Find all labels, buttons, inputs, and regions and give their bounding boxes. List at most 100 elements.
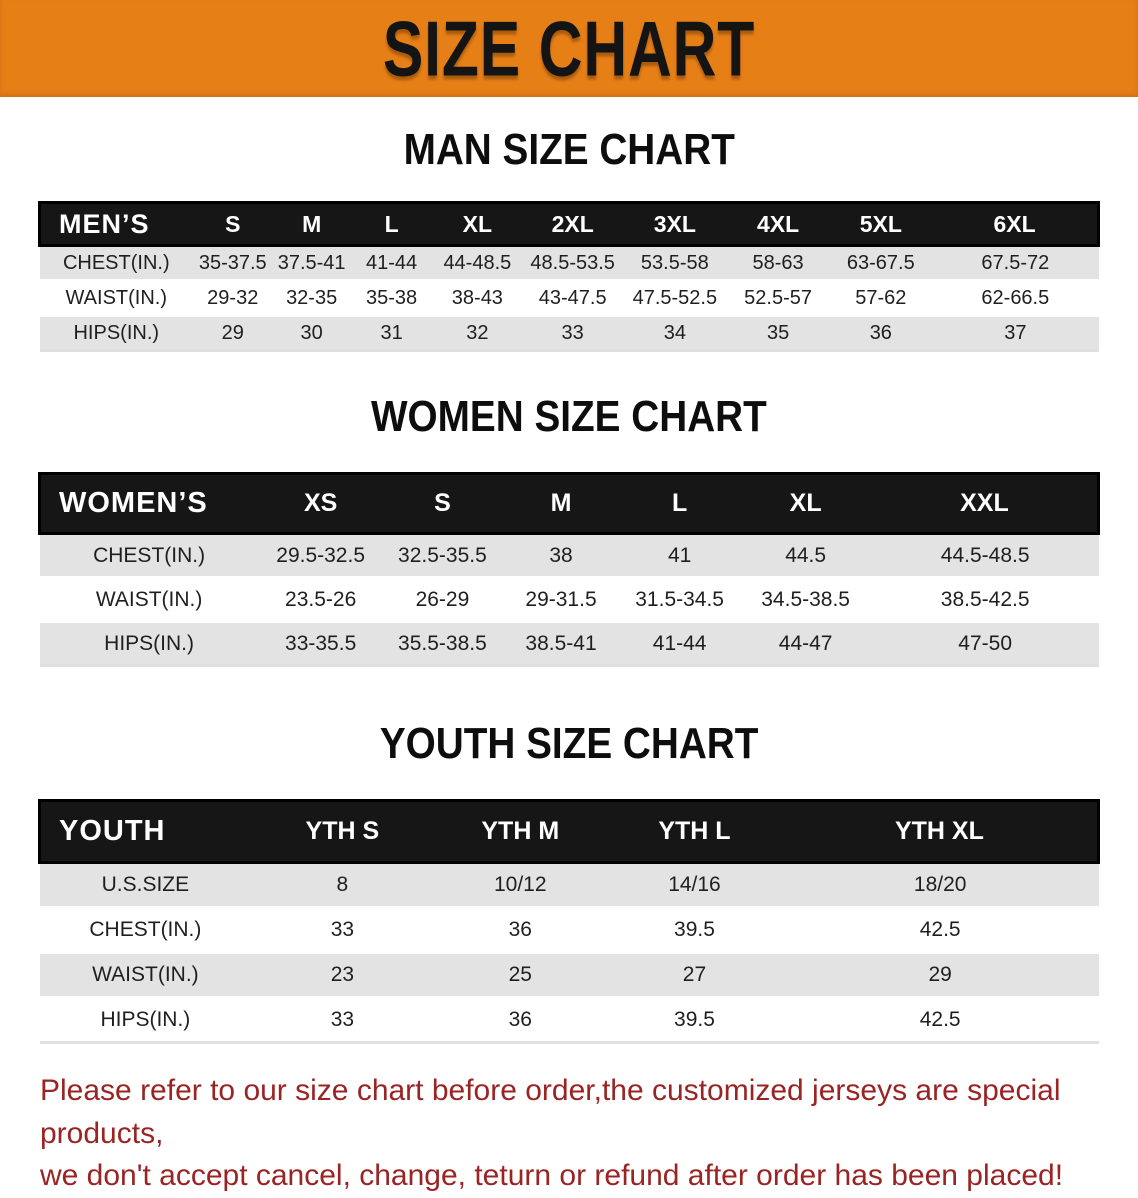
table-cell: 30 bbox=[272, 314, 351, 352]
men-size-table: MEN’S S M L XL 2XL 3XL 4XL 5XL 6XL CHEST(IN.) 35-3… bbox=[38, 201, 1101, 352]
table-row: U.S.SIZE 8 10/12 14/16 18/20 bbox=[39, 861, 1099, 908]
table-cell: 32-35 bbox=[272, 279, 351, 316]
table-cell: 31 bbox=[350, 314, 433, 352]
table-cell: 38 bbox=[502, 532, 620, 578]
table-cell: 35-37.5 bbox=[193, 244, 273, 281]
youth-section-heading: YOUTH SIZE CHART bbox=[0, 719, 1138, 769]
column-header: 2XL bbox=[522, 201, 623, 247]
table-cell: 47.5-52.5 bbox=[622, 279, 727, 316]
table-cell: 44-47 bbox=[739, 620, 872, 667]
men-table-header: MEN’S S M L XL 2XL 3XL 4XL 5XL 6XL bbox=[38, 201, 1101, 247]
women-table-body: CHEST(IN.) 29.5-32.5 32.5-35.5 38 41 44.5 44.5… bbox=[39, 532, 1099, 667]
table-cell: 33-35.5 bbox=[258, 620, 383, 667]
column-header: YTH S bbox=[251, 799, 434, 864]
table-cell: 44.5-48.5 bbox=[871, 532, 1099, 578]
women-table-header: WOMEN’S XS S M L XL XXL bbox=[37, 472, 1100, 535]
row-label: U.S.SIZE bbox=[39, 861, 252, 908]
table-cell: 35-38 bbox=[350, 279, 433, 316]
row-label: WAIST(IN.) bbox=[39, 279, 194, 316]
column-header: YTH XL bbox=[781, 799, 1100, 864]
row-label: CHEST(IN.) bbox=[39, 244, 194, 281]
women-size-table: WOMEN’S XS S M L XL XXL CHEST(IN.) 29.5-32.5 32.… bbox=[37, 472, 1100, 667]
youth-table-header: YOUTH YTH S YTH M YTH L YTH XL bbox=[38, 799, 1100, 864]
table-cell: 42.5 bbox=[781, 906, 1099, 953]
table-cell: 29 bbox=[193, 314, 273, 352]
disclaimer-line-2: we don't accept cancel, change, teturn o… bbox=[40, 1159, 1064, 1193]
table-cell: 32 bbox=[432, 314, 523, 352]
table-corner-label: WOMEN’S bbox=[37, 472, 259, 535]
table-cell: 35.5-38.5 bbox=[382, 620, 503, 667]
table-cell: 29-31.5 bbox=[502, 576, 620, 622]
row-label: WAIST(IN.) bbox=[39, 576, 259, 622]
table-cell: 37.5-41 bbox=[272, 244, 351, 281]
table-cell: 23.5-26 bbox=[258, 576, 383, 622]
title-banner: SIZE CHART bbox=[0, 0, 1138, 97]
column-header: XXL bbox=[871, 472, 1100, 535]
table-cell: 37 bbox=[932, 314, 1099, 352]
table-cell: 38-43 bbox=[432, 279, 523, 316]
row-label: HIPS(IN.) bbox=[39, 620, 259, 667]
table-cell: 8 bbox=[251, 861, 434, 908]
table-cell: 34.5-38.5 bbox=[739, 576, 872, 622]
table-cell: 14/16 bbox=[607, 861, 782, 908]
table-cell: 23 bbox=[251, 951, 434, 998]
table-cell: 27 bbox=[607, 951, 782, 998]
table-cell: 67.5-72 bbox=[932, 244, 1099, 281]
column-header: YTH L bbox=[607, 799, 782, 864]
disclaimer-line-1: Please refer to our size chart before or… bbox=[40, 1074, 1061, 1150]
table-cell: 26-29 bbox=[382, 576, 503, 622]
column-header: M bbox=[502, 472, 620, 535]
women-section-heading-text: WOMEN SIZE CHART bbox=[371, 392, 767, 441]
table-cell: 36 bbox=[433, 906, 608, 953]
table-cell: 53.5-58 bbox=[622, 244, 727, 281]
page-title: SIZE CHART bbox=[382, 4, 756, 93]
table-cell: 42.5 bbox=[781, 996, 1099, 1044]
men-section-heading: MAN SIZE CHART bbox=[0, 125, 1138, 175]
men-table-wrap: MEN’S S M L XL 2XL 3XL 4XL 5XL 6XL CHEST(IN.) 35-3… bbox=[0, 201, 1138, 352]
table-cell: 33 bbox=[251, 906, 434, 953]
column-header: M bbox=[272, 201, 351, 247]
table-cell: 33 bbox=[251, 996, 434, 1044]
table-cell: 48.5-53.5 bbox=[522, 244, 623, 281]
table-row: HIPS(IN.) 33 36 39.5 42.5 bbox=[39, 996, 1099, 1044]
column-header: S bbox=[382, 472, 503, 535]
women-section-heading: WOMEN SIZE CHART bbox=[0, 392, 1138, 442]
table-cell: 62-66.5 bbox=[932, 279, 1099, 316]
table-cell: 39.5 bbox=[607, 996, 782, 1044]
table-cell: 35 bbox=[726, 314, 830, 352]
table-row: WAIST(IN.) 23 25 27 29 bbox=[39, 951, 1099, 998]
table-row: CHEST(IN.) 33 36 39.5 42.5 bbox=[39, 906, 1099, 953]
table-row: CHEST(IN.) 35-37.5 37.5-41 41-44 44-48.5 48.5… bbox=[39, 244, 1099, 281]
men-table-body: CHEST(IN.) 35-37.5 37.5-41 41-44 44-48.5 48.5… bbox=[39, 244, 1099, 352]
table-cell: 44-48.5 bbox=[432, 244, 523, 281]
table-cell: 38.5-42.5 bbox=[871, 576, 1099, 622]
table-cell: 63-67.5 bbox=[829, 244, 933, 281]
table-cell: 33 bbox=[522, 314, 623, 352]
column-header: 5XL bbox=[829, 201, 933, 247]
table-cell: 44.5 bbox=[739, 532, 872, 578]
row-label: CHEST(IN.) bbox=[39, 532, 259, 578]
table-cell: 36 bbox=[433, 996, 608, 1044]
table-cell: 41-44 bbox=[350, 244, 433, 281]
table-corner-label: MEN’S bbox=[38, 201, 194, 247]
table-cell: 38.5-41 bbox=[502, 620, 620, 667]
youth-section-heading-text: YOUTH SIZE CHART bbox=[379, 719, 759, 768]
table-cell: 31.5-34.5 bbox=[619, 576, 740, 622]
women-table-wrap: WOMEN’S XS S M L XL XXL CHEST(IN.) 29.5-32.5 32.… bbox=[0, 472, 1138, 667]
row-label: HIPS(IN.) bbox=[39, 996, 252, 1044]
table-corner-label: YOUTH bbox=[38, 799, 252, 864]
column-header: XL bbox=[739, 472, 872, 535]
table-cell: 47-50 bbox=[871, 620, 1099, 667]
header-row: MEN’S S M L XL 2XL 3XL 4XL 5XL 6XL bbox=[38, 201, 1101, 247]
table-cell: 43-47.5 bbox=[522, 279, 623, 316]
column-header: XL bbox=[432, 201, 523, 247]
table-cell: 25 bbox=[433, 951, 608, 998]
header-row: YOUTH YTH S YTH M YTH L YTH XL bbox=[38, 799, 1100, 864]
youth-size-table: YOUTH YTH S YTH M YTH L YTH XL U.S.SIZE 8 10/1… bbox=[38, 799, 1100, 1044]
youth-table-wrap: YOUTH YTH S YTH M YTH L YTH XL U.S.SIZE 8 10/1… bbox=[0, 799, 1138, 1044]
column-header: L bbox=[350, 201, 433, 247]
column-header: 3XL bbox=[622, 201, 727, 247]
table-row: WAIST(IN.) 23.5-26 26-29 29-31.5 31.5-34.5 34… bbox=[39, 576, 1099, 622]
table-row: WAIST(IN.) 29-32 32-35 35-38 38-43 43-47.5 47.… bbox=[39, 279, 1099, 316]
column-header: YTH M bbox=[433, 799, 608, 864]
